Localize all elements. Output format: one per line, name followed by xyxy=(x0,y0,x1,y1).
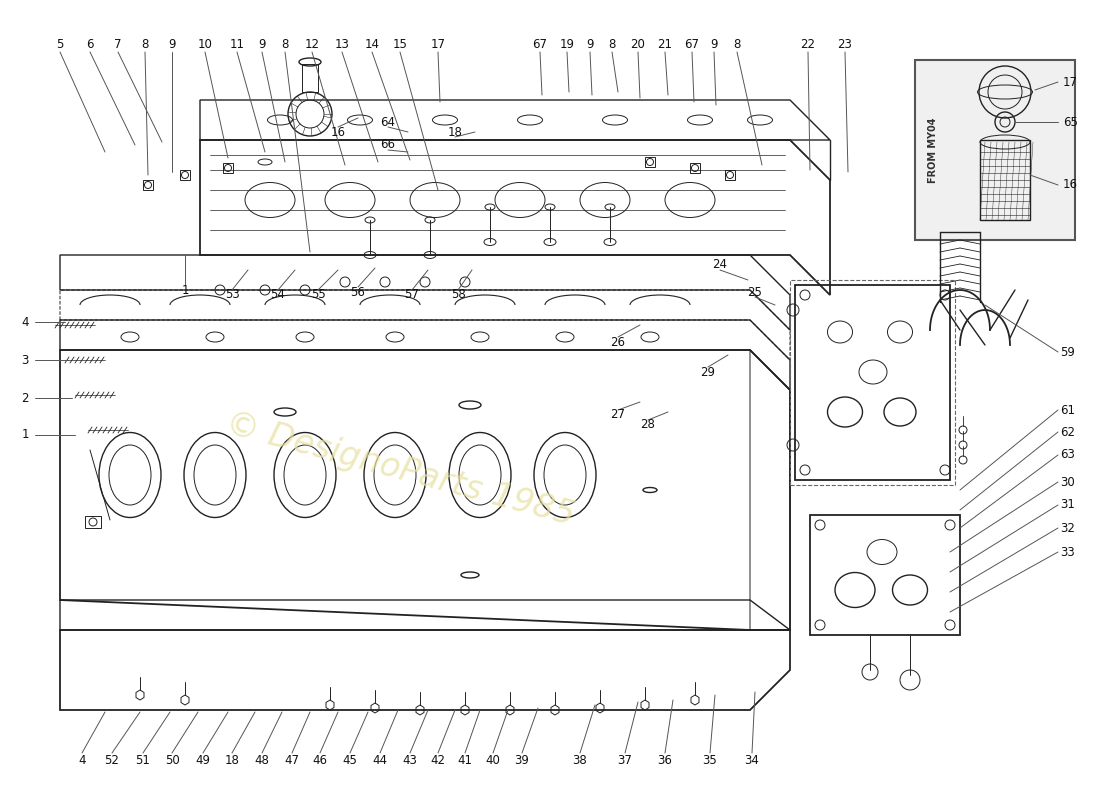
Text: 36: 36 xyxy=(658,754,672,766)
Text: 56: 56 xyxy=(351,286,365,298)
Text: 47: 47 xyxy=(285,754,299,766)
Text: 62: 62 xyxy=(1060,426,1076,438)
Text: 35: 35 xyxy=(703,754,717,766)
Bar xyxy=(302,64,318,92)
Text: 43: 43 xyxy=(403,754,417,766)
Text: 48: 48 xyxy=(254,754,270,766)
Text: 9: 9 xyxy=(586,38,594,51)
Text: 17: 17 xyxy=(1063,75,1078,89)
Text: 67: 67 xyxy=(684,38,700,51)
Text: 38: 38 xyxy=(573,754,587,766)
Text: 28: 28 xyxy=(640,418,656,431)
Text: 18: 18 xyxy=(224,754,240,766)
Text: 10: 10 xyxy=(198,38,212,51)
Text: 61: 61 xyxy=(1060,403,1076,417)
Text: 31: 31 xyxy=(1060,498,1076,511)
Text: 42: 42 xyxy=(430,754,446,766)
Text: 40: 40 xyxy=(485,754,501,766)
Text: 29: 29 xyxy=(701,366,715,378)
Text: 2: 2 xyxy=(21,391,29,405)
Text: 8: 8 xyxy=(282,38,288,51)
Text: 23: 23 xyxy=(837,38,852,51)
Text: 33: 33 xyxy=(1060,546,1076,558)
Text: 9: 9 xyxy=(711,38,717,51)
Text: 39: 39 xyxy=(515,754,529,766)
Text: 9: 9 xyxy=(258,38,266,51)
Text: 12: 12 xyxy=(305,38,319,51)
Bar xyxy=(795,285,950,480)
Text: 24: 24 xyxy=(713,258,727,271)
Text: 11: 11 xyxy=(230,38,244,51)
Text: 55: 55 xyxy=(310,289,326,302)
Text: 67: 67 xyxy=(532,38,548,51)
Text: 8: 8 xyxy=(141,38,149,51)
Bar xyxy=(725,170,735,180)
Text: 49: 49 xyxy=(196,754,210,766)
Text: 44: 44 xyxy=(373,754,387,766)
Bar xyxy=(85,516,101,528)
Text: 1: 1 xyxy=(21,429,29,442)
Bar xyxy=(143,180,153,190)
Text: 52: 52 xyxy=(104,754,120,766)
Text: 66: 66 xyxy=(381,138,396,151)
Bar xyxy=(223,163,233,173)
Text: 64: 64 xyxy=(381,115,396,129)
Text: 17: 17 xyxy=(430,38,446,51)
Bar xyxy=(810,515,960,635)
Text: 25: 25 xyxy=(748,286,762,298)
Text: 14: 14 xyxy=(364,38,380,51)
Bar xyxy=(645,157,654,167)
Text: 16: 16 xyxy=(1063,178,1078,191)
Text: 20: 20 xyxy=(630,38,646,51)
Text: 32: 32 xyxy=(1060,522,1076,534)
Text: 27: 27 xyxy=(610,409,626,422)
Text: 50: 50 xyxy=(165,754,179,766)
Text: 53: 53 xyxy=(224,289,240,302)
Text: 54: 54 xyxy=(271,289,285,302)
Text: 57: 57 xyxy=(405,289,419,302)
Text: 65: 65 xyxy=(1063,115,1078,129)
Text: 21: 21 xyxy=(658,38,672,51)
Bar xyxy=(790,280,955,485)
Text: 37: 37 xyxy=(617,754,632,766)
Text: 13: 13 xyxy=(334,38,350,51)
Text: 41: 41 xyxy=(458,754,473,766)
Text: 30: 30 xyxy=(1060,475,1076,489)
Text: 3: 3 xyxy=(21,354,29,366)
Text: 6: 6 xyxy=(86,38,94,51)
Text: 1: 1 xyxy=(182,283,189,297)
Text: 46: 46 xyxy=(312,754,328,766)
Text: 5: 5 xyxy=(56,38,64,51)
Bar xyxy=(180,170,190,180)
Bar xyxy=(690,163,700,173)
Text: 15: 15 xyxy=(393,38,407,51)
Text: 34: 34 xyxy=(745,754,759,766)
Text: © DesignoParts 1985: © DesignoParts 1985 xyxy=(222,407,579,533)
Text: 51: 51 xyxy=(135,754,151,766)
Text: 19: 19 xyxy=(560,38,574,51)
Text: 7: 7 xyxy=(114,38,122,51)
Text: FROM MY04: FROM MY04 xyxy=(928,118,938,182)
Bar xyxy=(915,60,1075,240)
Text: 22: 22 xyxy=(801,38,815,51)
Text: 8: 8 xyxy=(734,38,740,51)
Text: 18: 18 xyxy=(448,126,462,138)
Text: 59: 59 xyxy=(1060,346,1076,358)
Bar xyxy=(980,140,1030,220)
Text: 4: 4 xyxy=(21,315,29,329)
Text: 4: 4 xyxy=(78,754,86,766)
Text: 9: 9 xyxy=(168,38,176,51)
Text: 45: 45 xyxy=(342,754,358,766)
Text: 16: 16 xyxy=(330,126,345,138)
Text: 63: 63 xyxy=(1060,449,1076,462)
Text: 26: 26 xyxy=(610,335,626,349)
Text: 8: 8 xyxy=(608,38,616,51)
Text: 58: 58 xyxy=(451,289,465,302)
